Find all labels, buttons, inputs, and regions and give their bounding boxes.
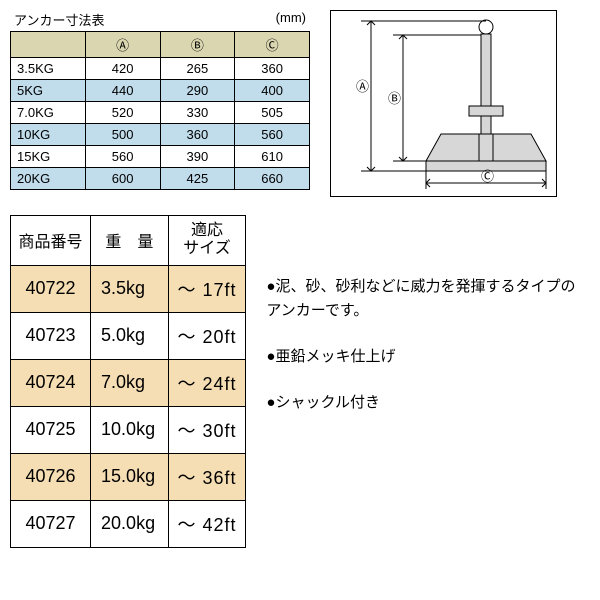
- dim-row: 15KG560390610: [11, 146, 310, 168]
- prod-col-wt: 重 量: [91, 216, 169, 266]
- dim-row: 3.5KG420265360: [11, 58, 310, 80]
- product-row: 4072615.0kg～ 36ft: [11, 453, 246, 500]
- dim-row: 5KG440290400: [11, 80, 310, 102]
- note-2: ●亜鉛メッキ仕上げ: [266, 345, 590, 369]
- product-row: 4072510.0kg～ 30ft: [11, 406, 246, 453]
- note-3: ●シャックル付き: [266, 391, 590, 415]
- product-table: 商品番号 重 量 適応 サイズ 407223.5kg～ 17ft407235.0…: [10, 215, 246, 548]
- prod-col-size: 適応 サイズ: [168, 216, 246, 266]
- dimension-table: Ⓐ Ⓑ Ⓒ 3.5KG4202653605KG4402904007.0KG520…: [10, 31, 310, 190]
- dim-col-b: Ⓑ: [160, 32, 235, 58]
- diagram-label-c: Ⓒ: [481, 169, 494, 184]
- dim-row: 7.0KG520330505: [11, 102, 310, 124]
- dim-row: 10KG500360560: [11, 124, 310, 146]
- diagram-label-b: Ⓑ: [388, 91, 401, 106]
- dim-title: アンカー寸法表: [14, 10, 104, 29]
- product-row: 407223.5kg～ 17ft: [11, 265, 246, 312]
- dim-col-c: Ⓒ: [235, 32, 310, 58]
- product-row: 407235.0kg～ 20ft: [11, 312, 246, 359]
- product-row: 407247.0kg～ 24ft: [11, 359, 246, 406]
- product-row: 4072720.0kg～ 42ft: [11, 500, 246, 547]
- product-notes: ●泥、砂、砂利などに威力を発揮するタイプのアンカーです。 ●亜鉛メッキ仕上げ ●…: [266, 215, 590, 437]
- dim-unit: (mm): [276, 10, 306, 29]
- note-1: ●泥、砂、砂利などに威力を発揮するタイプのアンカーです。: [266, 275, 590, 323]
- dim-row: 20KG600425660: [11, 168, 310, 190]
- prod-col-num: 商品番号: [11, 216, 91, 266]
- diagram-label-a: Ⓐ: [356, 79, 369, 94]
- anchor-diagram: Ⓐ Ⓑ Ⓒ: [330, 10, 557, 197]
- dim-col-a: Ⓐ: [85, 32, 160, 58]
